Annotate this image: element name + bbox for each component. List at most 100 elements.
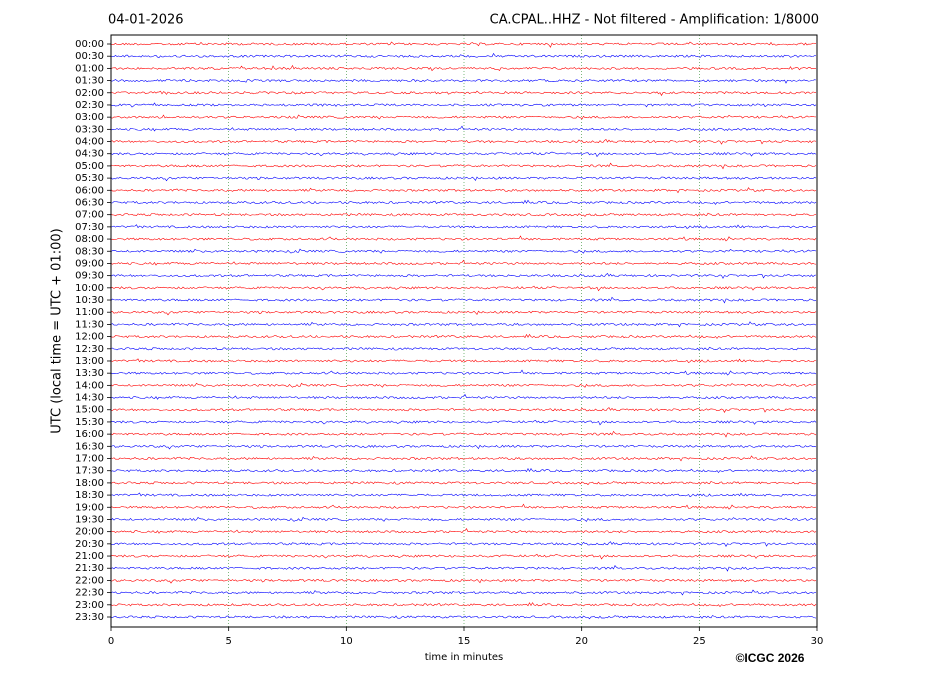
y-tick-label: 23:30: [75, 612, 104, 623]
y-tick-label: 21:30: [75, 563, 104, 574]
credit: ©ICGC 2026: [736, 651, 805, 665]
trace: [110, 358, 817, 363]
y-tick-label: 14:30: [75, 393, 104, 404]
x-tick-label: 5: [225, 636, 231, 647]
trace: [110, 492, 817, 498]
trace: [110, 114, 817, 120]
plot-frame: [110, 34, 818, 628]
trace: [110, 333, 817, 339]
y-tick-label: 15:30: [75, 417, 104, 428]
trace: [110, 553, 817, 560]
x-tick-label: 25: [693, 636, 706, 647]
y-tick-label: 19:30: [75, 514, 104, 525]
y-tick-label: 06:00: [75, 185, 104, 196]
trace: [110, 285, 817, 292]
chart-subtitle: 04-01-2026: [108, 13, 184, 28]
trace: [110, 419, 817, 426]
y-tick-label: 18:00: [75, 478, 104, 489]
trace: [110, 578, 817, 584]
y-tick-label: 17:30: [75, 466, 104, 477]
trace: [110, 467, 817, 474]
y-tick-label: 19:00: [75, 502, 104, 513]
trace: [110, 212, 817, 217]
trace: [110, 541, 817, 548]
trace: [110, 589, 817, 596]
trace: [110, 321, 817, 328]
trace: [110, 248, 817, 254]
trace: [110, 235, 817, 242]
y-tick-label: 08:30: [75, 246, 104, 257]
y-tick-label: 03:30: [75, 124, 104, 135]
y-tick-label: 16:00: [75, 429, 104, 440]
trace: [110, 162, 817, 170]
trace: [110, 138, 817, 145]
chart-title: CA.CPAL..HHZ - Not filtered - Amplificat…: [490, 13, 819, 28]
trace: [110, 176, 817, 182]
y-tick-label: 13:30: [75, 368, 104, 379]
trace: [110, 480, 817, 486]
y-tick-label: 09:00: [75, 258, 104, 269]
y-tick-label: 01:00: [75, 63, 104, 74]
y-tick-label: 04:00: [75, 137, 104, 148]
trace: [110, 79, 817, 84]
trace: [110, 273, 817, 279]
trace: [110, 41, 817, 48]
trace: [110, 382, 817, 388]
trace: [110, 455, 817, 462]
trace: [110, 615, 817, 620]
y-tick-label: 12:00: [75, 332, 104, 343]
y-tick-label: 18:30: [75, 490, 104, 501]
x-tick-label: 30: [811, 636, 824, 647]
y-tick-label: 11:00: [75, 307, 104, 318]
y-tick-label: 12:30: [75, 344, 104, 355]
y-tick-label: 11:30: [75, 319, 104, 330]
trace: [110, 369, 817, 376]
y-tick-label: 20:30: [75, 539, 104, 550]
trace: [110, 296, 817, 304]
x-tick-label: 20: [575, 636, 588, 647]
y-tick-label: 00:00: [75, 39, 104, 50]
y-tick-label: 15:00: [75, 405, 104, 416]
trace: [110, 64, 817, 72]
trace: [110, 310, 817, 316]
y-tick-label: 02:30: [75, 100, 104, 111]
trace: [110, 430, 817, 438]
y-tick-label: 13:00: [75, 356, 104, 367]
trace: [110, 602, 817, 608]
trace: [110, 564, 817, 572]
trace: [110, 102, 817, 108]
y-tick-label: 21:00: [75, 551, 104, 562]
y-tick-label: 10:00: [75, 283, 104, 294]
y-tick-label: 17:00: [75, 454, 104, 465]
trace: [110, 516, 817, 522]
y-tick-label: 07:00: [75, 210, 104, 221]
x-tick-label: 0: [108, 636, 114, 647]
y-tick-label: 04:30: [75, 149, 104, 160]
x-tick-label: 10: [340, 636, 353, 647]
trace: [110, 125, 817, 132]
trace: [110, 259, 817, 266]
x-tick-label: 15: [458, 636, 471, 647]
trace: [110, 346, 817, 351]
y-tick-label: 09:30: [75, 271, 104, 282]
trace: [110, 503, 817, 510]
trace: [110, 151, 817, 158]
trace: [110, 52, 817, 59]
y-tick-label: 05:00: [75, 161, 104, 172]
y-axis-label: UTC (local time = UTC + 01:00): [50, 228, 65, 433]
y-tick-label: 14:00: [75, 380, 104, 391]
y-tick-label: 03:00: [75, 112, 104, 123]
y-tick-label: 16:30: [75, 441, 104, 452]
trace: [110, 393, 817, 400]
y-tick-label: 00:30: [75, 51, 104, 62]
trace: [110, 90, 817, 97]
trace: [110, 444, 817, 450]
y-tick-label: 22:30: [75, 588, 104, 599]
y-tick-label: 08:00: [75, 234, 104, 245]
y-tick-label: 10:30: [75, 295, 104, 306]
y-tick-label: 01:30: [75, 76, 104, 87]
trace: [110, 224, 817, 229]
y-tick-label: 05:30: [75, 173, 104, 184]
